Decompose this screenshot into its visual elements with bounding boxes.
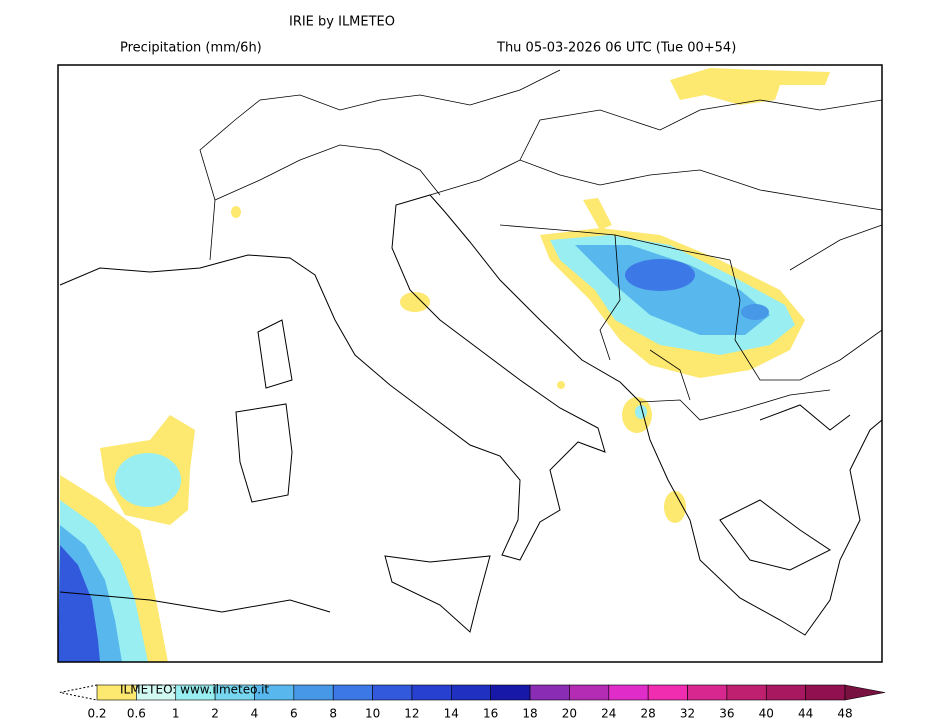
- colorbar-swatch: [805, 684, 846, 701]
- variable-label: Precipitation (mm/6h): [120, 41, 262, 56]
- border: [199, 69, 561, 261]
- colorbar-swatch: [451, 684, 491, 701]
- map: [57, 64, 883, 663]
- border: [639, 389, 831, 421]
- colorbar-swatch: [687, 684, 728, 701]
- colorbar-label: 20: [562, 707, 577, 721]
- coastline: [59, 591, 331, 613]
- colorbar-swatch: [765, 684, 806, 701]
- colorbar-label: 1: [172, 707, 180, 721]
- colorbar: 0.2 0.6 1 2 4 6 8 10 12 14 16 18 20 24 28 32 36 40 44 48: [59, 684, 886, 721]
- colorbar-label: 16: [483, 707, 498, 721]
- watermark: ILMETEO: www.ilmeteo.it: [120, 683, 269, 697]
- borders: [199, 69, 883, 421]
- coastline: [235, 403, 293, 503]
- precip-area: [575, 245, 770, 335]
- colorbar-label: 8: [329, 707, 337, 721]
- colorbar-swatch: [529, 684, 570, 701]
- colorbar-label: 0.2: [87, 707, 106, 721]
- precip-areas: [58, 68, 830, 662]
- colorbar-label: 32: [680, 707, 695, 721]
- border: [614, 234, 883, 381]
- precip-area: [400, 292, 430, 312]
- colorbar-label: 0.6: [127, 707, 146, 721]
- colorbar-label: 10: [365, 707, 380, 721]
- coastlines: [59, 194, 883, 636]
- colorbar-label: 40: [759, 707, 774, 721]
- border: [789, 224, 883, 271]
- colorbar-label: 48: [837, 707, 852, 721]
- border: [649, 349, 691, 401]
- colorbar-label: 2: [211, 707, 219, 721]
- coastline: [759, 404, 851, 431]
- colorbar-label: 24: [601, 707, 616, 721]
- precip-area: [58, 545, 100, 662]
- colorbar-label: 6: [290, 707, 298, 721]
- precip-area: [557, 381, 565, 389]
- colorbar-swatch: [490, 684, 531, 701]
- over-arrow: [844, 684, 886, 701]
- colorbar-label: 28: [641, 707, 656, 721]
- colorbar-swatch: [293, 684, 334, 701]
- colorbar-label: 36: [719, 707, 734, 721]
- coastline: [257, 319, 293, 389]
- colorbar-swatch: [608, 684, 649, 701]
- border: [519, 99, 883, 161]
- precip-area: [664, 491, 686, 523]
- border: [429, 159, 883, 211]
- colorbar-swatch: [726, 684, 767, 701]
- colorbar-swatch: [647, 684, 688, 701]
- colorbar-label: 12: [404, 707, 419, 721]
- coastline: [59, 194, 883, 636]
- colorbar-label: 4: [251, 707, 259, 721]
- map-frame: [57, 64, 883, 663]
- border: [499, 224, 621, 361]
- colorbar-swatch: [332, 684, 373, 701]
- coastline: [384, 555, 491, 633]
- colorbar-label: 44: [798, 707, 813, 721]
- colorbar-swatch: [372, 684, 413, 701]
- precip-area: [741, 304, 769, 320]
- under-arrow: [59, 684, 98, 701]
- precip-area: [115, 453, 181, 507]
- valid-time: Thu 05-03-2026 06 UTC (Tue 00+54): [496, 41, 736, 56]
- precip-area: [670, 68, 830, 105]
- border: [214, 144, 441, 201]
- precip-area: [583, 198, 612, 230]
- precip-area: [231, 206, 241, 218]
- colorbar-swatch: [411, 684, 452, 701]
- colorbar-label: 18: [522, 707, 537, 721]
- precip-area: [625, 259, 695, 291]
- colorbar-label: 14: [444, 707, 459, 721]
- colorbar-swatch: [569, 684, 610, 701]
- title: IRIE by ILMETEO: [289, 15, 395, 30]
- coastline: [719, 499, 831, 571]
